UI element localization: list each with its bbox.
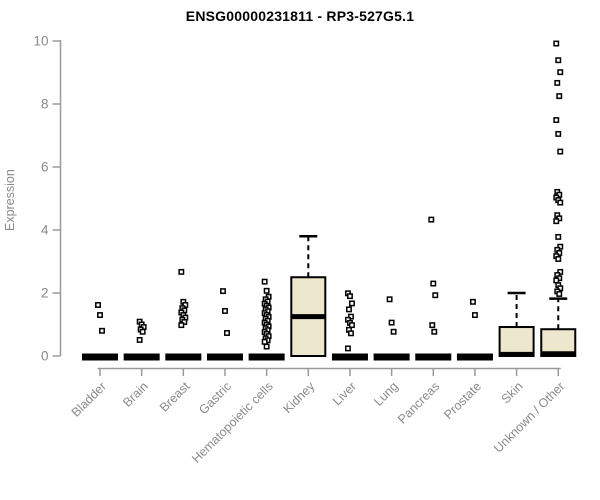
box-skin: [498, 326, 535, 357]
x-tick-label-prostate: Prostate: [441, 379, 484, 422]
outlier-point-breast: [178, 322, 185, 329]
x-tick-label-hematopoietic-cells: Hematopoietic cells: [189, 379, 276, 466]
x-tick-label-lung: Lung: [371, 379, 401, 409]
outlier-point-breast: [178, 268, 185, 275]
collapsed-box-gastric: [206, 353, 243, 361]
x-tick-label-pancreas: Pancreas: [395, 379, 442, 426]
outlier-point-unknown-other: [555, 130, 562, 137]
y-axis-tick-label: 8: [41, 97, 49, 112]
collapsed-box-prostate: [456, 353, 493, 361]
collapsed-box-liver: [331, 353, 368, 361]
x-tick-label-liver: Liver: [330, 379, 359, 408]
x-tick-label-unknown-other: Unknown / Other: [491, 379, 567, 455]
outlier-point-unknown-other: [553, 218, 560, 225]
outlier-point-unknown-other: [557, 69, 564, 76]
outlier-point-hematopoietic-cells: [261, 278, 268, 285]
outlier-point-bladder: [99, 327, 105, 334]
y-axis-tick-label: 4: [41, 223, 49, 238]
outlier-point-hematopoietic-cells: [263, 343, 270, 350]
outlier-point-breast: [182, 302, 189, 308]
outlier-point-liver: [349, 322, 355, 329]
outlier-point-unknown-other: [557, 243, 564, 250]
outlier-point-unknown-other: [557, 199, 564, 206]
outlier-point-unknown-other: [557, 148, 564, 155]
outlier-point-prostate: [471, 312, 478, 319]
x-tick-label-skin: Skin: [499, 379, 526, 406]
y-axis-tick-label: 6: [41, 160, 49, 175]
outlier-point-pancreas: [428, 216, 435, 223]
outlier-point-hematopoietic-cells: [261, 338, 268, 345]
collapsed-box-lung: [373, 353, 410, 361]
outlier-point-brain: [139, 328, 146, 335]
outlier-point-unknown-other: [556, 250, 563, 256]
chart-title: ENSG00000231811 - RP3-527G5.1: [185, 8, 415, 24]
y-axis-tick-label: 0: [41, 349, 49, 364]
x-tick-label-kidney: Kidney: [280, 379, 317, 416]
x-tick-label-brain: Brain: [120, 379, 151, 410]
outlier-point-unknown-other: [555, 256, 562, 262]
outlier-point-unknown-other: [557, 268, 564, 275]
outlier-point-bladder: [95, 302, 101, 308]
collapsed-box-hematopoietic-cells: [248, 353, 285, 361]
outlier-point-liver: [348, 313, 354, 320]
outlier-point-hematopoietic-cells: [263, 287, 270, 294]
outlier-point-gastric: [224, 330, 230, 336]
outlier-point-lung: [388, 319, 395, 326]
outlier-point-unknown-other: [556, 290, 563, 297]
outlier-point-gastric: [222, 308, 228, 314]
outlier-point-liver: [347, 293, 353, 300]
outlier-point-liver: [348, 330, 354, 337]
outlier-point-unknown-other: [557, 285, 564, 292]
outlier-point-breast: [181, 319, 188, 325]
outlier-point-unknown-other: [555, 57, 562, 64]
outlier-point-liver: [349, 300, 355, 307]
outlier-point-brain: [136, 336, 143, 343]
outlier-point-liver: [345, 345, 351, 352]
collapsed-box-pancreas: [415, 353, 452, 361]
outlier-point-prostate: [469, 298, 476, 305]
outlier-point-unknown-other: [553, 277, 560, 284]
outlier-point-unknown-other: [556, 93, 563, 100]
collapsed-box-bladder: [82, 353, 118, 361]
outlier-point-liver: [346, 306, 352, 313]
y-axis-tick-label: 10: [33, 34, 48, 49]
outlier-point-pancreas: [429, 322, 436, 329]
y-axis-tick-label: 2: [41, 286, 49, 301]
outlier-point-pancreas: [431, 328, 438, 335]
x-tick-label-gastric: Gastric: [196, 379, 234, 417]
outlier-point-unknown-other: [555, 233, 562, 240]
outlier-point-pancreas: [432, 292, 439, 299]
outlier-point-gastric: [220, 288, 226, 295]
x-tick-label-breast: Breast: [157, 379, 193, 415]
outlier-point-unknown-other: [553, 117, 560, 124]
outlier-point-unknown-other: [553, 40, 560, 47]
outlier-point-lung: [386, 296, 393, 303]
collapsed-box-brain: [123, 353, 160, 361]
collapsed-box-breast: [165, 353, 202, 361]
outlier-point-pancreas: [430, 280, 437, 287]
outlier-point-lung: [390, 328, 397, 335]
outlier-point-bladder: [97, 312, 103, 319]
outlier-point-unknown-other: [554, 79, 561, 86]
x-tick-label-bladder: Bladder: [69, 379, 109, 419]
